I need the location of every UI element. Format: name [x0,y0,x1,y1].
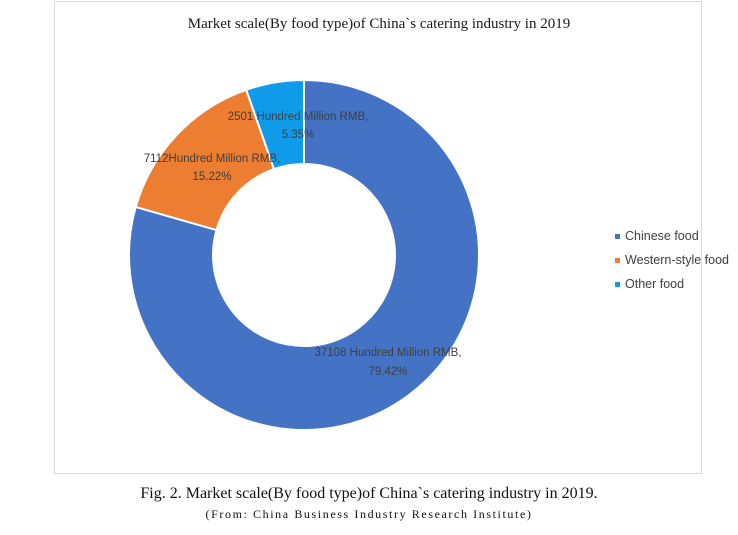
donut-chart: 37108 Hundred Million RMB, 79.42% 7112Hund… [128,78,480,431]
data-label-value: 37108 Hundred Million RMB, [314,347,461,359]
data-label-value: 7112Hundred Million RMB, [144,153,281,165]
data-label-value: 2501 Hundred Million RMB, [228,111,369,123]
legend-label: Other food [625,277,685,291]
legend-item: Other food [615,272,729,296]
legend-label: Western-style food [625,253,729,267]
donut-slice-chinese-food [128,78,480,431]
legend-swatch [615,281,620,287]
legend-swatch [615,233,620,239]
donut-slice-other-food [244,78,305,171]
data-label-percent: 79.42% [368,366,407,378]
chart-area: Market scale(By food type)of China`s cat… [54,1,729,474]
legend-swatch [615,257,620,263]
chart-legend: Chinese food Western-style food Other food [615,224,729,296]
legend-item: Chinese food [615,224,729,248]
data-label-percent: 15.22% [192,171,231,183]
donut-slice-western-style-food [134,88,276,232]
legend-item: Western-style food [615,248,729,272]
figure-caption: Fig. 2. Market scale(By food type)of Chi… [140,485,598,502]
figure-source: (From: China Business Industry Research … [205,507,533,521]
legend-label: Chinese food [625,229,699,243]
chart-title: Market scale(By food type)of China`s cat… [187,16,571,32]
data-label-percent: 5.35% [282,129,315,141]
